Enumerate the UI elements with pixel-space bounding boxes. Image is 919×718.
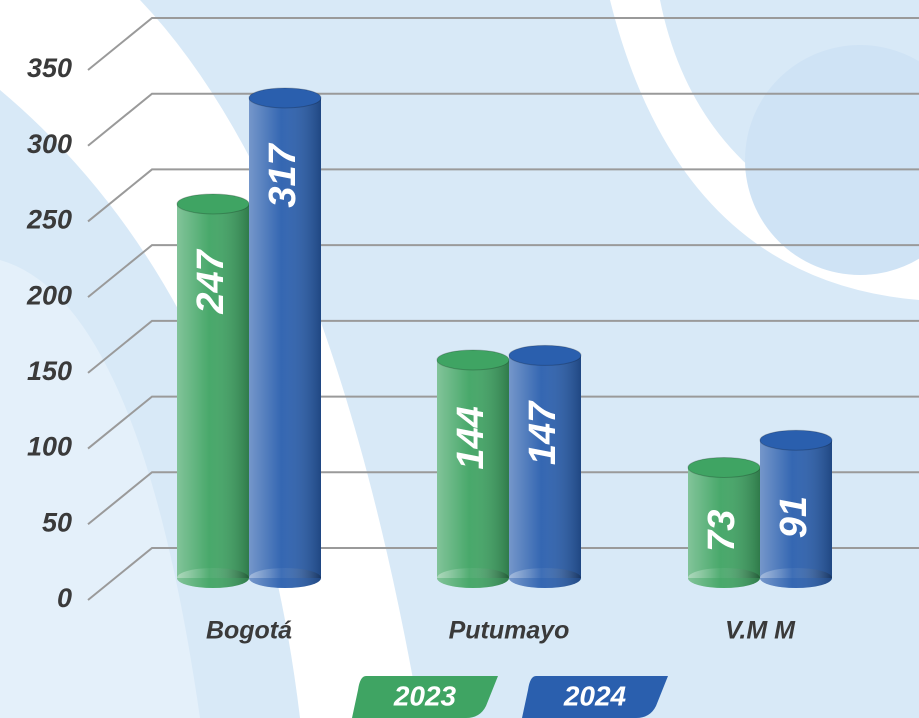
value-label: 247 [190,248,232,314]
grid-line [87,168,919,223]
cylinder-top [248,87,322,109]
value-label: 73 [701,510,743,552]
grid-line [87,244,919,298]
y-tick-label: 350 [27,53,72,83]
y-tick-label: 0 [57,583,72,613]
y-tick-label: 200 [26,280,72,310]
cylinder: 147 [508,344,582,588]
x-tick-label: V.M M [725,617,796,645]
cylinder-top [508,344,582,366]
y-tick-label: 150 [27,356,72,386]
cylinder: 317 [248,87,322,588]
cylinder-top [687,456,761,478]
value-label: 91 [773,496,815,538]
grid-line [87,92,919,147]
value-label: 144 [450,406,492,469]
cylinder-shade [249,97,321,578]
y-tick-label: 300 [27,129,72,159]
legend-swatch [352,676,498,718]
grid-line [87,395,919,450]
grid-line [87,471,919,526]
x-tick-label: Putumayo [449,617,570,645]
cylinder-shade [177,203,249,578]
value-label: 147 [522,400,564,465]
x-tick-label: Bogotá [206,617,292,645]
grid-line [87,547,919,601]
value-label: 317 [262,142,304,207]
grid-line [87,319,919,374]
y-tick-label: 50 [42,507,72,537]
cylinder-top [176,193,250,215]
y-tick-label: 250 [26,205,72,235]
grid: 0 50 100 150 200 250 300 350 [26,17,919,613]
cylinder-shade [760,440,832,578]
legend-swatch [522,676,668,718]
bars: Bogotá 247 317 Putumayo 144 147 V.M M 73 91 [176,87,833,645]
cylinder: 91 [759,429,833,588]
cylinder: 144 [436,349,510,588]
cylinder: 73 [687,456,761,588]
grid-line [87,17,919,71]
legend-label: 2023 [393,680,457,711]
cylinder-top [759,429,833,451]
cylinder-shade [509,355,581,578]
legend-label: 2024 [563,680,627,711]
cylinder-shade [437,359,509,578]
y-tick-label: 100 [27,432,72,462]
cylinder: 247 [176,193,250,588]
cylinder-shade [688,467,760,578]
cylinder-top [436,349,510,371]
